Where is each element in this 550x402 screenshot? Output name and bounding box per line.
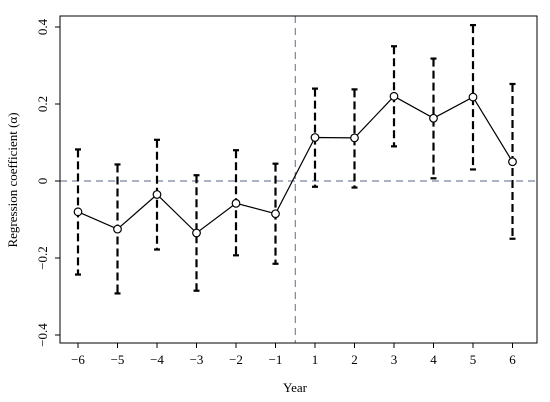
axes: −6 −5 −4 −3 −2 −1 1 2 3 4 5 6 −0.4 −0.2 0 0.2 0.4 <box>35 18 516 367</box>
x-axis-title: Year <box>283 380 308 395</box>
y-tick-label: 0 <box>35 178 50 185</box>
x-tick-label: 1 <box>312 352 319 367</box>
data-point <box>468 92 478 102</box>
x-tick-label: 4 <box>430 352 437 367</box>
y-tick-label: 0.2 <box>35 96 50 112</box>
x-tick-label: −5 <box>111 352 125 367</box>
y-tick-label: −0.2 <box>35 246 50 270</box>
y-tick-label: −0.4 <box>35 323 50 347</box>
x-tick-label: −2 <box>229 352 243 367</box>
x-tick-label: −3 <box>190 352 204 367</box>
data-point <box>192 228 201 238</box>
data-point <box>310 133 320 142</box>
data-point <box>152 190 162 199</box>
data-point <box>350 133 359 143</box>
reference-lines <box>60 16 537 343</box>
data-point <box>113 224 122 234</box>
x-tick-label: 3 <box>391 352 398 367</box>
data-point <box>508 157 517 167</box>
y-tick-label: 0.4 <box>35 18 50 35</box>
x-tick-label: 2 <box>351 352 358 367</box>
x-tick-label: −1 <box>269 352 283 367</box>
x-tick-label: −4 <box>150 352 164 367</box>
data-point <box>271 209 280 219</box>
data-point <box>429 113 438 123</box>
x-tick-label: 6 <box>509 352 516 367</box>
data-point <box>389 91 399 101</box>
x-tick-label: −6 <box>71 352 85 367</box>
data-points <box>73 91 517 238</box>
x-tick-label: 5 <box>470 352 477 367</box>
series-line <box>77 95 514 234</box>
plot-frame <box>59 15 538 344</box>
data-point <box>73 207 83 217</box>
coefficient-line <box>77 95 514 234</box>
y-axis-title: Regression coefficient (α) <box>5 112 20 247</box>
data-point <box>231 198 241 208</box>
